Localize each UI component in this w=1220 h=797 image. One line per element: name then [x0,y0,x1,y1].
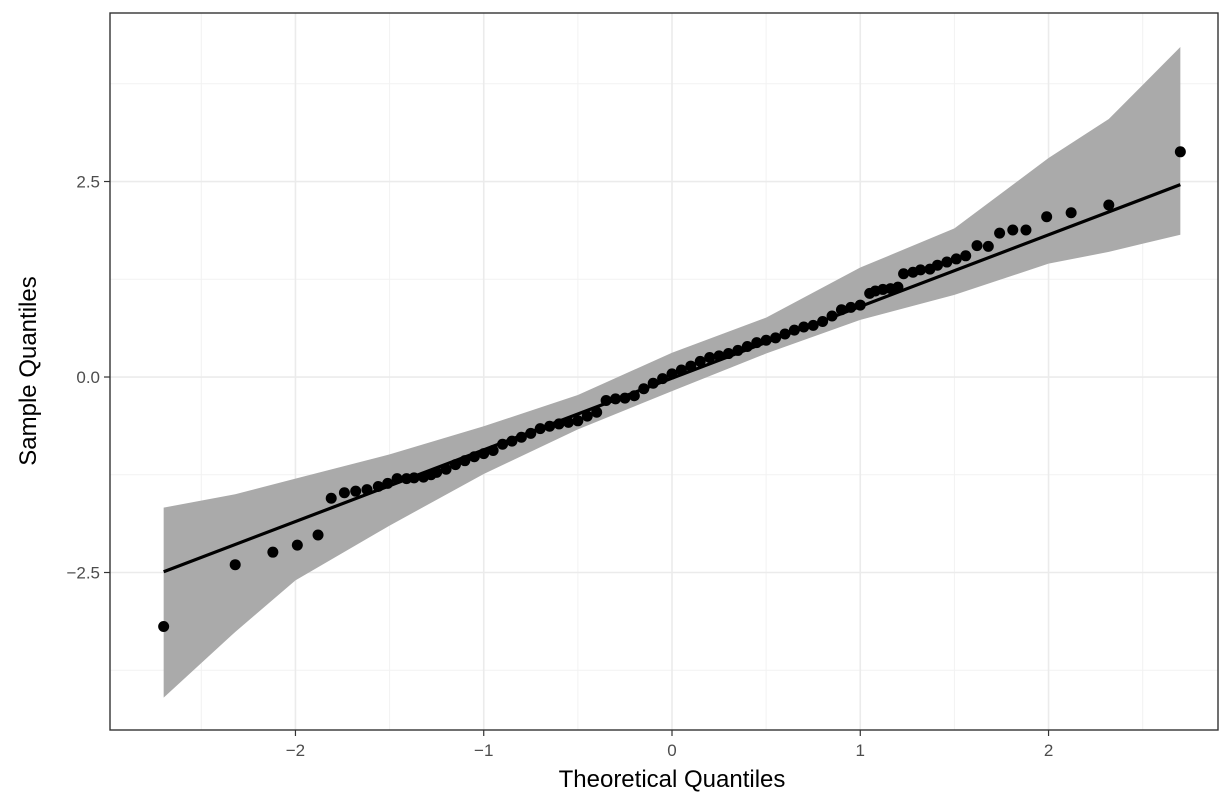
point [361,484,373,496]
point [449,459,461,471]
point [487,445,499,457]
point [382,477,394,489]
point [628,390,640,402]
point [638,383,650,395]
point [515,431,527,443]
y-tick-label: 0.0 [76,368,100,387]
point [600,394,612,406]
point [1103,199,1115,211]
point [941,256,953,268]
x-tick-label: −2 [286,741,305,760]
x-tick-label: 0 [667,741,676,760]
point [732,344,744,356]
x-tick-label: −1 [474,741,493,760]
point [431,466,443,478]
point [713,350,725,362]
point [835,304,847,316]
point [525,427,537,439]
point [854,299,866,311]
point [798,321,810,333]
point [892,281,904,293]
x-axis-title: Theoretical Quantiles [559,766,786,793]
x-tick-label: 2 [1044,741,1053,760]
point [312,529,324,541]
point [544,420,556,432]
point [478,448,490,460]
point [610,393,622,405]
point [971,240,983,252]
point [675,364,687,376]
point [779,328,791,340]
point [391,473,403,485]
point [350,485,362,497]
point [581,410,593,422]
point [647,377,659,389]
point [982,240,994,252]
point [267,546,279,558]
point [553,418,565,430]
point [591,406,603,418]
point [619,392,631,404]
point [685,360,697,372]
point [408,472,420,484]
x-tick-label: 1 [856,741,865,760]
point [1174,146,1186,158]
point [338,487,350,499]
point [751,337,763,349]
point [817,315,829,327]
point [459,455,471,467]
point [1065,207,1077,219]
point [1041,211,1053,223]
point [704,351,716,363]
point [497,438,509,450]
y-tick-label: −2.5 [66,564,100,583]
y-axis-title: Sample Quantiles [15,276,42,465]
point [666,368,678,380]
point [229,559,241,571]
point [898,268,910,280]
point [960,250,972,262]
point [468,451,480,463]
point [372,480,384,492]
point [1020,224,1032,236]
point [722,348,734,360]
point [440,463,452,475]
point [325,492,337,504]
point [931,259,943,271]
point [694,355,706,367]
point [994,227,1006,239]
point [506,435,518,447]
point [915,264,927,276]
point [760,334,772,346]
point [572,415,584,427]
point [741,341,753,353]
point [788,324,800,336]
point [950,253,962,265]
panel-border [109,12,1219,731]
point [826,310,838,322]
point [158,620,170,632]
point [807,319,819,331]
y-tick-label: 2.5 [76,173,100,192]
point [562,416,574,428]
point [657,373,669,385]
point [534,423,546,435]
point [1007,224,1019,236]
point [291,539,303,551]
point [845,301,857,313]
point [770,332,782,344]
